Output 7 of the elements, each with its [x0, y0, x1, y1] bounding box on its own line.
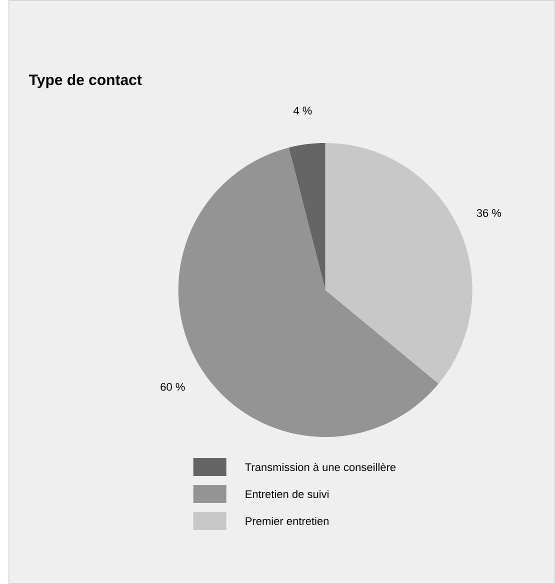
legend-label: Transmission à une conseillère: [244, 462, 396, 472]
legend-label: Entretien de suivi: [246, 490, 328, 498]
legend-label: Premier entretien: [246, 516, 328, 526]
data-label: 4 %: [293, 106, 312, 114]
chart-title: Type de contact: [28, 74, 142, 88]
data-label: 36 %: [476, 209, 501, 217]
data-label: 60 %: [160, 383, 185, 391]
